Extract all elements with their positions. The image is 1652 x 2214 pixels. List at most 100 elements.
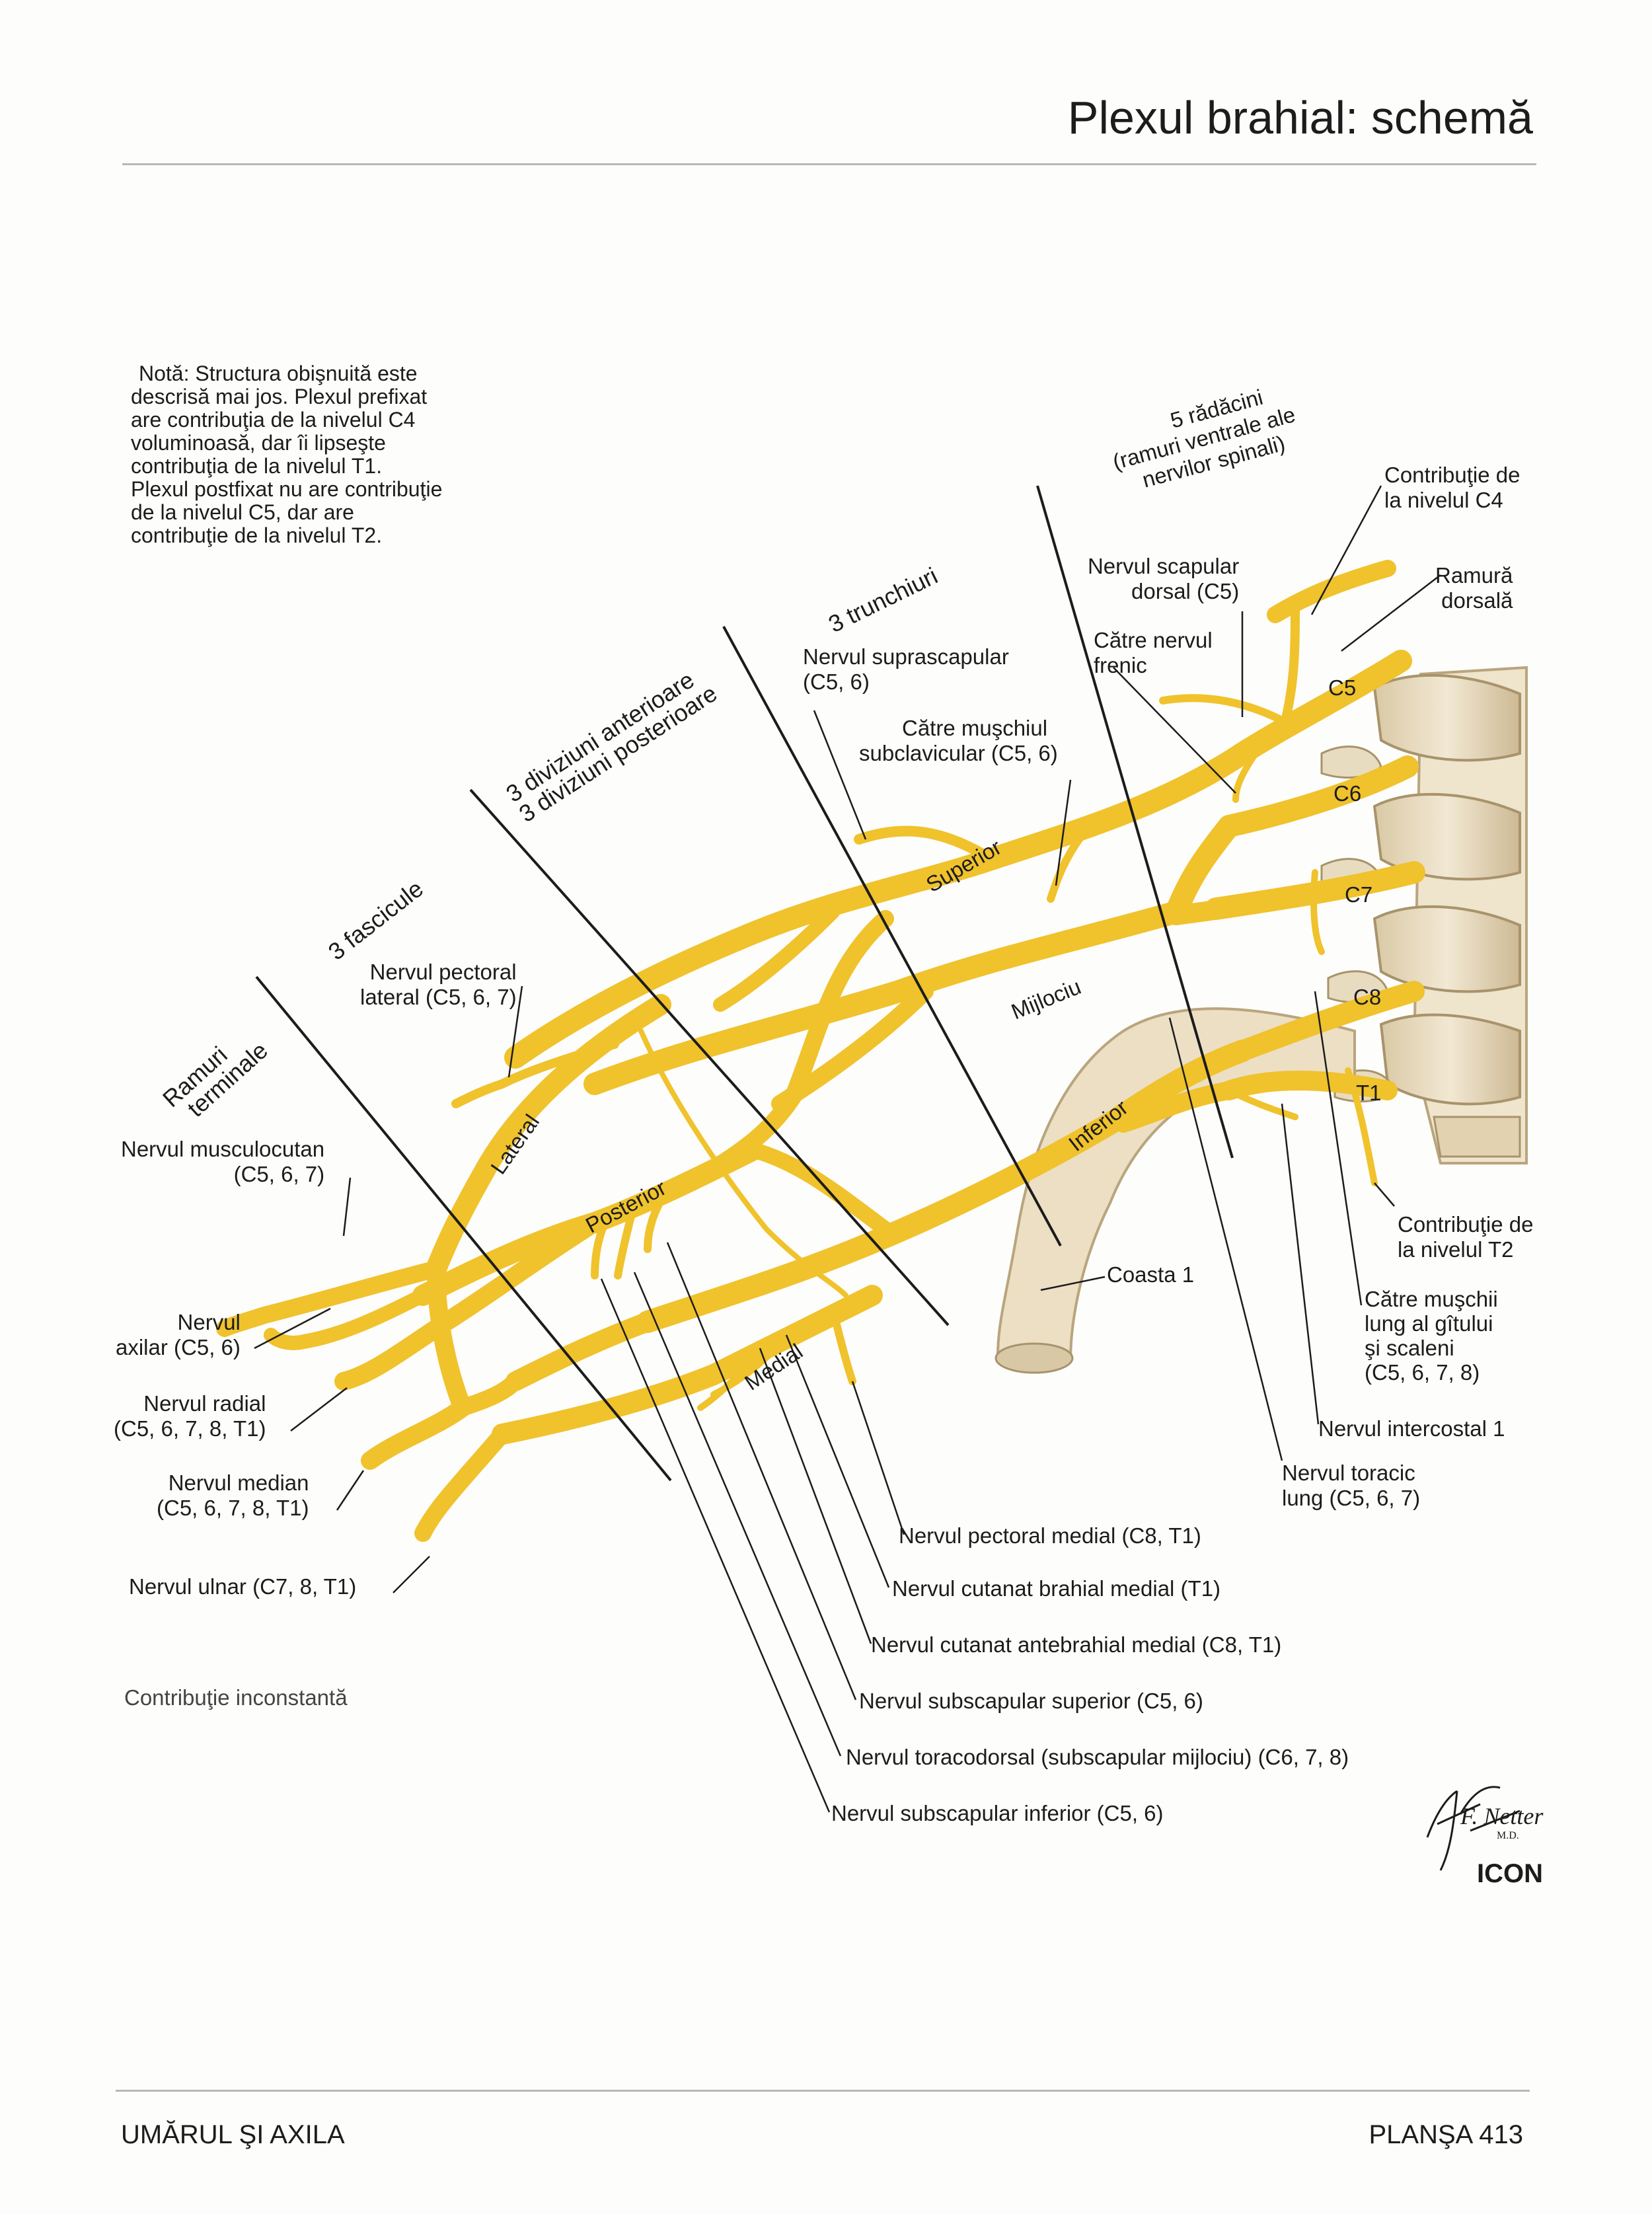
label-line: Nervul median: [168, 1470, 309, 1495]
label-line: dorsală: [1441, 588, 1513, 613]
thoracodorsal-nerve: [614, 1199, 638, 1279]
c4-root: [1267, 560, 1396, 623]
suprascapular-nerve: [854, 825, 996, 864]
lower-subscapular-nerve: [591, 1212, 612, 1279]
note-line: de la nivelul C5, dar are: [131, 500, 354, 524]
label-contrib-c4: Contribuţie de la nivelul C4: [1384, 463, 1520, 513]
label-line: subclavicular (C5, 6): [859, 741, 1058, 765]
label-line: (C5, 6): [803, 669, 870, 694]
label-line: Către muşchiul: [902, 716, 1048, 740]
label-line: Nervul: [177, 1310, 241, 1334]
cords-terminal-line: [255, 975, 672, 1482]
posterior-division-3: [745, 1142, 893, 1237]
footer-divider: [116, 2090, 1530, 2092]
label-line: (C5, 6, 7, 8, T1): [157, 1496, 309, 1520]
label-line: la nivelul C4: [1384, 488, 1503, 512]
t1-join: [1114, 1081, 1238, 1133]
upper-subscapular-nerve: [644, 1186, 671, 1253]
label-line: (C5, 6, 7, 8, T1): [114, 1416, 266, 1441]
root-c5: [1231, 650, 1412, 765]
label-contrib-t2: Contribuţie de la nivelul T2: [1398, 1212, 1533, 1262]
t2-contribution: [1345, 1067, 1378, 1186]
cord-medial: [492, 1285, 883, 1445]
lateral-pectoral-nerve: [451, 1040, 619, 1108]
label-line: lung (C5, 6, 7): [1282, 1486, 1421, 1510]
axillary-nerve: [264, 1288, 430, 1350]
trunk-inferior: [636, 1040, 1254, 1333]
label-line: Contribuţie de: [1398, 1212, 1534, 1237]
label-line: lung al gîtului: [1365, 1311, 1493, 1336]
label-line: frenic: [1094, 653, 1147, 677]
label-line: Nervul toracic: [1282, 1461, 1415, 1485]
label-line: Contribuţie de: [1384, 463, 1521, 487]
region-lines: [255, 485, 1234, 1482]
header-divider: [122, 163, 1536, 165]
label-frenic: Către nervul frenic: [1094, 628, 1213, 678]
long-thoracic-branch: [1310, 869, 1325, 955]
trunks-divisions-line: [722, 626, 1062, 1246]
dorsal-scapular-nerve: [1159, 694, 1286, 724]
signature-text: F. Netter: [1460, 1803, 1544, 1829]
subclavicular-nerve: [1047, 829, 1088, 903]
first-rib: [995, 1007, 1356, 1374]
note-line: Notă: Structura obişnuită este: [139, 362, 418, 385]
c7-join: [1166, 899, 1232, 925]
anterior-division-middle: [713, 905, 840, 1012]
signature: [1426, 1786, 1521, 1871]
note-line: contribuţia de la nivelul T1.: [131, 454, 383, 478]
divisions-cords-line: [469, 788, 950, 1326]
note-line: voluminoasă, dar îi lipseşte: [131, 431, 386, 455]
label-median: Nervul median (C5, 6, 7, 8, T1): [157, 1470, 309, 1521]
leader-lines: [254, 485, 1441, 1813]
label-line: la nivelul T2: [1398, 1237, 1514, 1262]
c4-contribution: [1277, 603, 1300, 738]
label-line: Nervul suprascapular: [803, 644, 1009, 669]
level-c5: C5: [1328, 675, 1357, 700]
label-musculocutan: Nervul musculocutan (C5, 6, 7): [121, 1137, 324, 1187]
medial-pectoral-nerve: [829, 1305, 856, 1385]
label-line: lateral (C5, 6, 7): [360, 985, 517, 1009]
label-line: şi scaleni: [1365, 1336, 1454, 1360]
label-toracodorsal: Nervul toracodorsal (subscapular mijloci…: [846, 1745, 1349, 1769]
cord-lateral: [426, 994, 671, 1279]
root-c6: [1218, 755, 1419, 837]
page-title: Plexul brahial: schemă: [1067, 92, 1533, 143]
roots-trunks-line: [1036, 485, 1234, 1159]
root-c8: [1232, 981, 1425, 1061]
label-axilar: Nervul axilar (C5, 6): [116, 1310, 241, 1360]
ulnar-nerve: [414, 1426, 511, 1542]
level-t1: T1: [1356, 1081, 1382, 1105]
trunk-superior: [504, 742, 1254, 1069]
label-line: (C5, 6, 7, 8): [1365, 1360, 1480, 1385]
label-line: Nervul pectoral: [369, 960, 517, 984]
footer-section: UMĂRUL ŞI AXILA: [121, 2120, 345, 2149]
nerve-network: [216, 560, 1425, 1542]
pectoral-loop: [638, 1028, 848, 1298]
label-ulnar: Nervul ulnar (C7, 8, T1): [129, 1574, 357, 1599]
label-line: axilar (C5, 6): [116, 1335, 241, 1359]
label-ramura-dorsala: Ramură dorsală: [1435, 563, 1513, 613]
label-line: Nervul musculocutan: [121, 1137, 325, 1161]
note-line: descrisă mai jos. Plexul prefixat: [131, 385, 428, 408]
footer-plate: PLANŞA 413: [1369, 2120, 1524, 2149]
label-radial: Nervul radial (C5, 6, 7, 8, T1): [114, 1391, 266, 1441]
note-line: contribuţie de la nivelul T2.: [131, 523, 383, 547]
logo-text: ICON: [1477, 1859, 1543, 1888]
label-line: Ramură: [1435, 563, 1513, 588]
label-subscapular-superior: Nervul subscapular superior (C5, 6): [859, 1689, 1203, 1713]
label-cutanat-antebrahial: Nervul cutanat antebrahial medial (C8, T…: [871, 1632, 1282, 1657]
level-c6: C6: [1333, 781, 1362, 806]
note-block: Notă: Structura obişnuită este descrisă …: [131, 362, 442, 547]
label-intercostal: Nervul intercostal 1: [1318, 1416, 1505, 1441]
label-line: Către muşchii: [1365, 1287, 1498, 1311]
medial-cord-upper: [506, 1312, 657, 1391]
median-nerve-medial-root: [454, 1373, 524, 1416]
label-pectoral-medial: Nervul pectoral medial (C8, T1): [899, 1523, 1201, 1548]
label-line: (C5, 6, 7): [233, 1162, 325, 1186]
label-line: Nervul radial: [143, 1391, 266, 1416]
medial-antebrachial-cutaneous: [697, 1338, 770, 1411]
note-line: Plexul postfixat nu are contribuţie: [131, 477, 443, 501]
label-toracic-lung: Nervul toracic lung (C5, 6, 7): [1282, 1461, 1420, 1511]
signature-md: M.D.: [1497, 1830, 1519, 1841]
